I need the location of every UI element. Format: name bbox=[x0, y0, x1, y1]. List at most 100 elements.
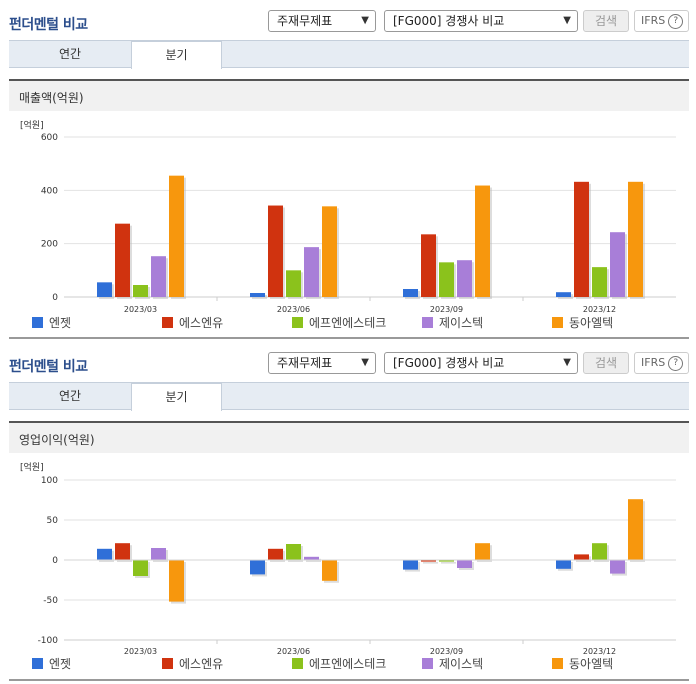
legend-item[interactable]: 엔젯 bbox=[32, 655, 71, 672]
bar[interactable] bbox=[115, 223, 130, 297]
bar[interactable] bbox=[574, 554, 589, 560]
bar[interactable] bbox=[250, 293, 265, 297]
search-button[interactable]: 검색 bbox=[583, 352, 629, 374]
ifrs-help-button[interactable]: IFRS? bbox=[634, 352, 689, 374]
y-tick-label: 0 bbox=[52, 556, 58, 566]
bar[interactable] bbox=[304, 556, 319, 560]
tab-annual[interactable]: 연간 bbox=[58, 389, 82, 403]
bar[interactable] bbox=[268, 205, 283, 297]
legend-item[interactable]: 제이스텍 bbox=[422, 314, 483, 331]
legend-swatch bbox=[162, 317, 173, 328]
legend: 엔젯 에스엔유 에프엔에스테크 제이스텍 동아엘텍 bbox=[32, 655, 672, 671]
bar[interactable] bbox=[610, 560, 625, 574]
tab-quarter[interactable]: 분기 bbox=[131, 41, 222, 69]
bar[interactable] bbox=[628, 181, 643, 297]
legend-item[interactable]: 엔젯 bbox=[32, 314, 71, 331]
chart-subtitle: 영업이익(억원) bbox=[19, 433, 95, 447]
legend-swatch bbox=[422, 658, 433, 669]
bar[interactable] bbox=[556, 560, 571, 569]
legend-swatch bbox=[552, 317, 563, 328]
bar[interactable] bbox=[403, 560, 418, 570]
bar[interactable] bbox=[304, 247, 319, 297]
bar[interactable] bbox=[592, 267, 607, 297]
comparison-select-value: [FG000] 경쟁사 비교 bbox=[393, 356, 505, 370]
y-tick-label: -50 bbox=[43, 596, 58, 606]
bar-shadow bbox=[441, 562, 456, 564]
legend-label: 에스엔유 bbox=[179, 316, 224, 330]
bar[interactable] bbox=[403, 289, 418, 297]
comparison-select[interactable]: [FG000] 경쟁사 비교 ▼ bbox=[384, 10, 578, 32]
bar[interactable] bbox=[169, 560, 184, 602]
legend-item[interactable]: 에프엔에스테크 bbox=[292, 655, 386, 672]
bar[interactable] bbox=[250, 560, 265, 575]
x-tick-label: 2023/03 bbox=[124, 647, 157, 656]
bar[interactable] bbox=[286, 270, 301, 297]
bar[interactable] bbox=[475, 543, 490, 560]
bar[interactable] bbox=[169, 175, 184, 297]
legend-label: 제이스텍 bbox=[439, 316, 484, 330]
legend-item[interactable]: 동아엘텍 bbox=[552, 655, 613, 672]
period-tabs: 연간 분기 bbox=[9, 40, 689, 69]
y-tick-label: 600 bbox=[41, 133, 58, 143]
bar[interactable] bbox=[322, 206, 337, 297]
bar[interactable] bbox=[133, 285, 148, 297]
chevron-down-icon: ▼ bbox=[563, 15, 571, 26]
chart-subtitle: 매출액(억원) bbox=[19, 91, 84, 105]
bar[interactable] bbox=[574, 181, 589, 297]
bar[interactable] bbox=[268, 548, 283, 560]
bar[interactable] bbox=[421, 234, 436, 297]
bar[interactable] bbox=[97, 282, 112, 297]
question-icon: ? bbox=[668, 355, 684, 371]
y-tick-label: 50 bbox=[47, 516, 59, 526]
revenue-panel: 펀더멘털 비교 주재무제표 ▼ [FG000] 경쟁사 비교 ▼ 검색 IFRS? … bbox=[9, 10, 689, 339]
legend-swatch bbox=[32, 317, 43, 328]
bar[interactable] bbox=[628, 499, 643, 560]
bar[interactable] bbox=[115, 543, 130, 560]
legend-item[interactable]: 에프엔에스테크 bbox=[292, 314, 386, 331]
ifrs-help-button[interactable]: IFRS? bbox=[634, 10, 689, 32]
bar[interactable] bbox=[151, 256, 166, 297]
period-tabs: 연간 분기 bbox=[9, 382, 689, 411]
legend-swatch bbox=[292, 317, 303, 328]
legend-item[interactable]: 에스엔유 bbox=[162, 314, 223, 331]
x-tick-label: 2023/03 bbox=[124, 305, 157, 314]
bar[interactable] bbox=[97, 548, 112, 560]
legend: 엔젯 에스엔유 에프엔에스테크 제이스텍 동아엘텍 bbox=[32, 314, 672, 330]
bar[interactable] bbox=[421, 560, 436, 562]
legend-label: 동아엘텍 bbox=[569, 657, 614, 671]
statement-select[interactable]: 주재무제표 ▼ bbox=[268, 10, 376, 32]
x-tick-label: 2023/06 bbox=[277, 647, 310, 656]
bar[interactable] bbox=[133, 560, 148, 576]
bar[interactable] bbox=[457, 560, 472, 568]
bar[interactable] bbox=[556, 292, 571, 297]
bar[interactable] bbox=[322, 560, 337, 581]
unit-label: [억원] bbox=[20, 121, 44, 131]
tab-annual[interactable]: 연간 bbox=[58, 47, 82, 61]
legend-swatch bbox=[422, 317, 433, 328]
tab-quarter[interactable]: 분기 bbox=[131, 383, 222, 411]
unit-label: [억원] bbox=[20, 463, 44, 473]
bar[interactable] bbox=[286, 544, 301, 560]
divider bbox=[9, 679, 689, 681]
search-button[interactable]: 검색 bbox=[583, 10, 629, 32]
bar-shadow bbox=[423, 562, 438, 564]
ifrs-label: IFRS bbox=[641, 356, 666, 369]
bar[interactable] bbox=[610, 232, 625, 297]
legend-item[interactable]: 에스엔유 bbox=[162, 655, 223, 672]
panel-title: 펀더멘털 비교 bbox=[9, 359, 88, 375]
comparison-select[interactable]: [FG000] 경쟁사 비교 ▼ bbox=[384, 352, 578, 374]
bar[interactable] bbox=[439, 560, 454, 562]
statement-select[interactable]: 주재무제표 ▼ bbox=[268, 352, 376, 374]
bar[interactable] bbox=[592, 543, 607, 560]
bar[interactable] bbox=[439, 262, 454, 297]
y-tick-label: 100 bbox=[41, 476, 58, 486]
legend-label: 엔젯 bbox=[49, 316, 72, 330]
bar[interactable] bbox=[151, 548, 166, 560]
legend-item[interactable]: 제이스텍 bbox=[422, 655, 483, 672]
bar[interactable] bbox=[457, 260, 472, 297]
panel-header: 펀더멘털 비교 주재무제표 ▼ [FG000] 경쟁사 비교 ▼ 검색 IFRS? bbox=[0, 342, 696, 378]
y-tick-label: 400 bbox=[41, 186, 58, 196]
x-tick-label: 2023/09 bbox=[430, 647, 463, 656]
legend-item[interactable]: 동아엘텍 bbox=[552, 314, 613, 331]
bar[interactable] bbox=[475, 185, 490, 297]
